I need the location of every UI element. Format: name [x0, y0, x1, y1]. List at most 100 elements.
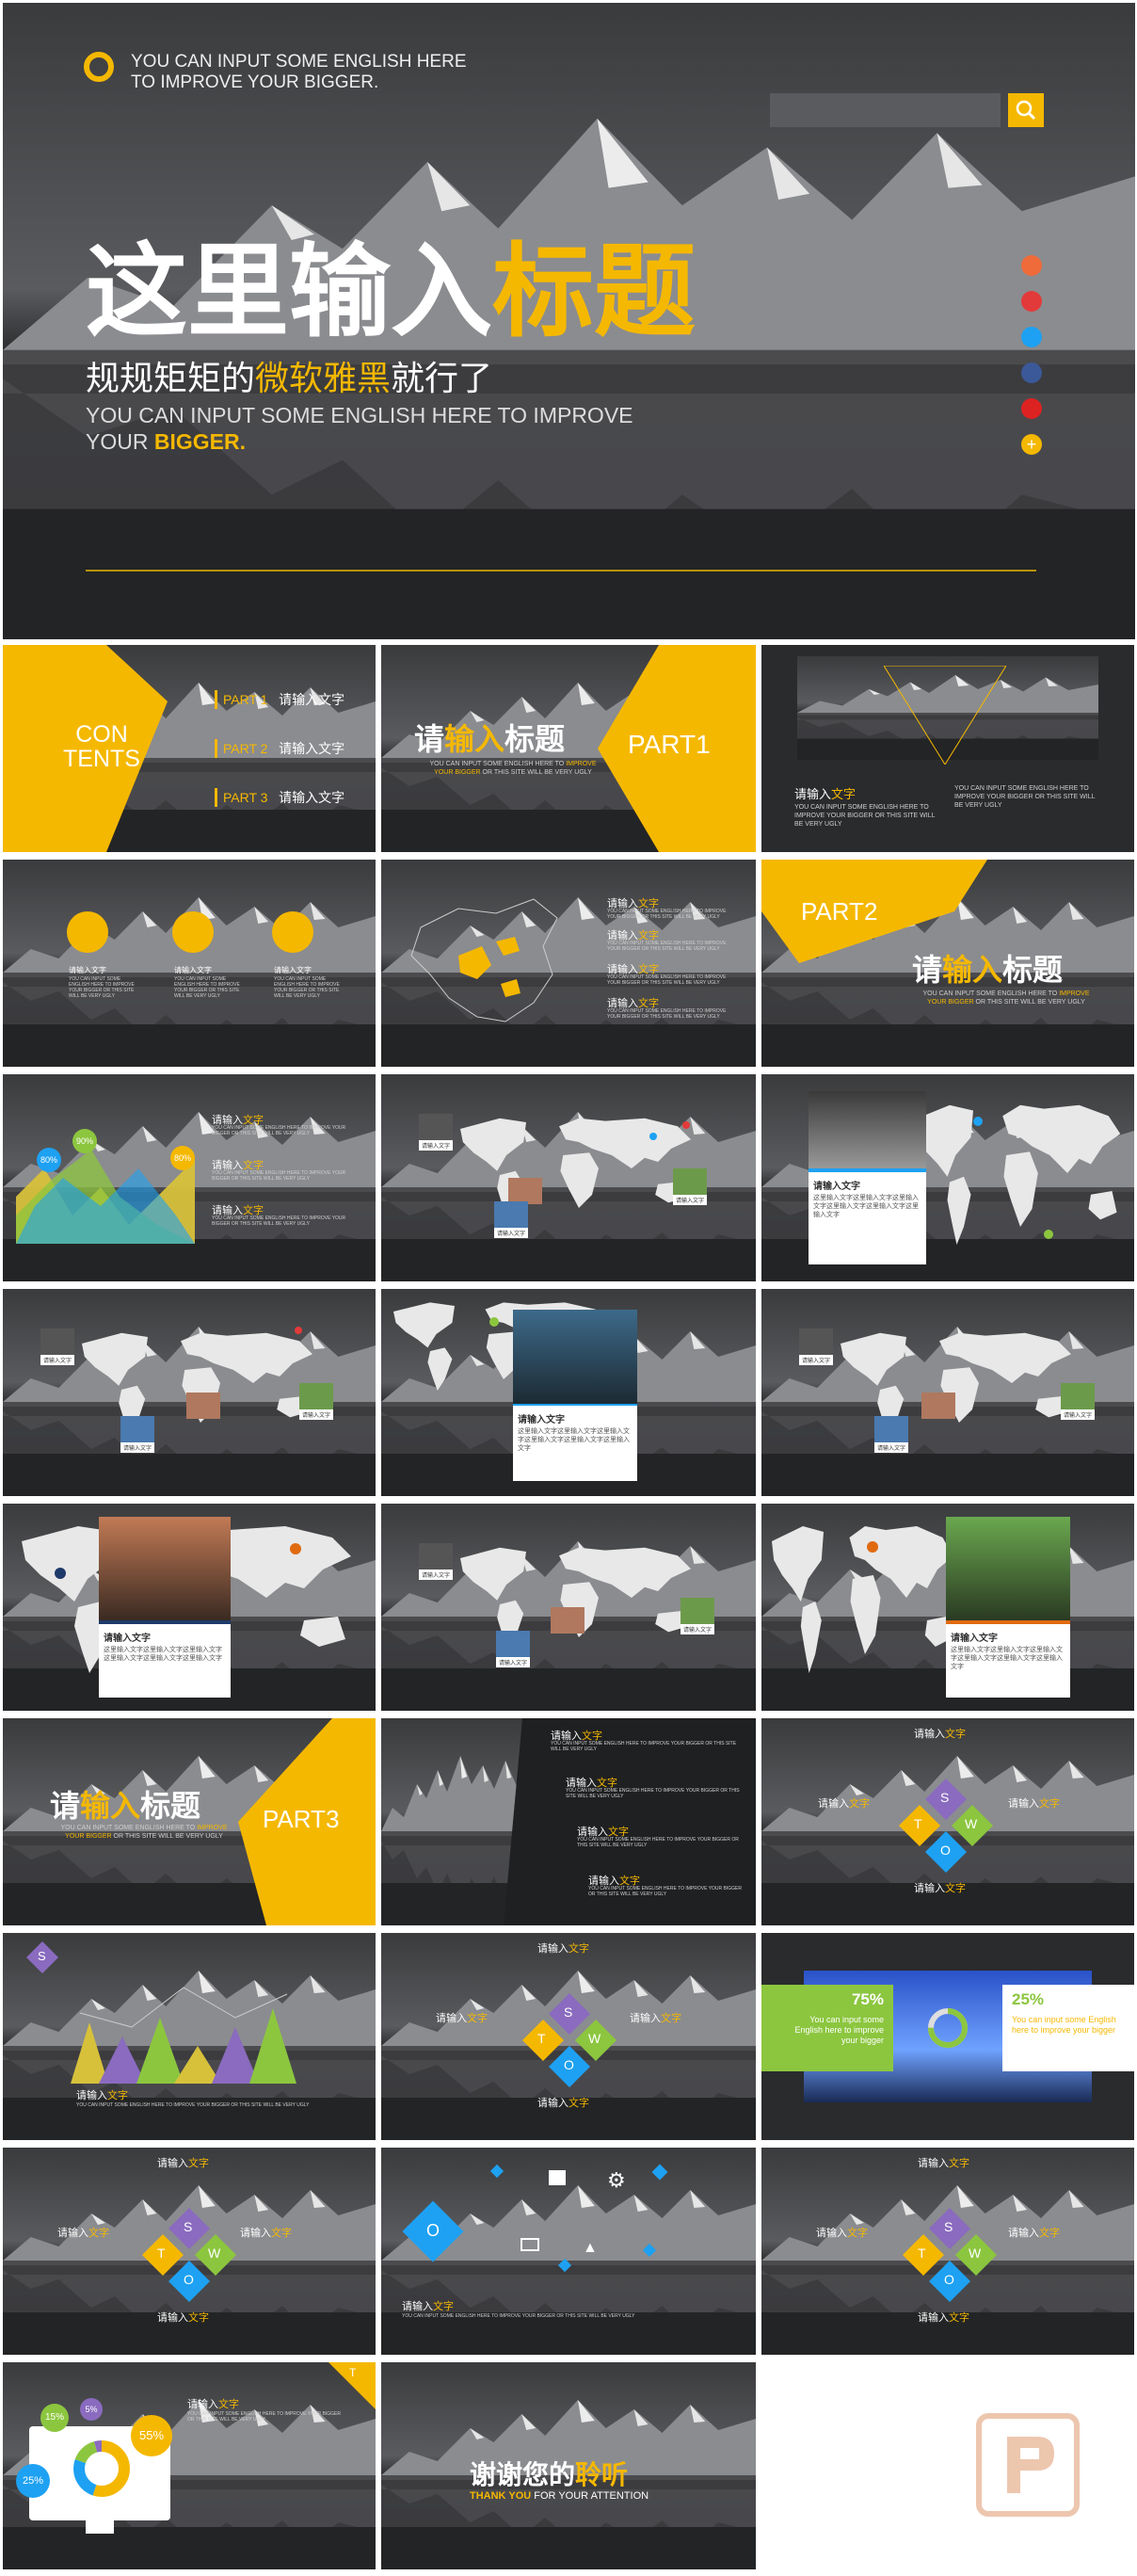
l-y: 文字: [243, 1114, 264, 1126]
photo-thumb: [551, 1607, 585, 1634]
youtube-icon[interactable]: [1021, 398, 1042, 419]
plus-icon[interactable]: +: [1021, 434, 1042, 455]
hero-en-line2: YOUR: [86, 429, 154, 454]
percent-25: 25%: [1012, 1990, 1045, 2008]
swot-heading-top: 请输入文字: [537, 1940, 589, 1956]
map-label: 请输入文字: [799, 1355, 834, 1365]
text-heading-4: 请输入文字: [588, 1873, 640, 1888]
h-y: 文字: [107, 2089, 128, 2101]
h-y: 文字: [582, 1730, 602, 1742]
swot-heading-left: 请输入文字: [57, 2225, 109, 2240]
map-label: 请输入文字: [681, 1624, 715, 1634]
contents-logo-2: TENTS: [63, 746, 140, 772]
thanks-english: THANK YOU FOR YOUR ATTENTION: [470, 2490, 649, 2502]
h-pre: 请输入: [1008, 2227, 1039, 2239]
lighthouse-card-slide-3: 请输入文字 这里输入文字这里输入文字这里输入文字这里输入文字这里输入文字这里输入…: [3, 1504, 376, 1711]
part-number: PART3: [263, 1805, 340, 1833]
lighthouse-photo: [99, 1517, 231, 1624]
chart-body-1: YOU CAN INPUT SOME ENGLISH HERE TO IMPRO…: [212, 1125, 346, 1136]
map-label: 请输入文字: [120, 1442, 155, 1453]
l-pre: 请输入: [607, 897, 638, 910]
map-pin-icon[interactable]: [489, 1317, 499, 1327]
l-pre: 请输入: [607, 929, 638, 942]
l-pre: 请输入: [212, 1114, 243, 1126]
h-pre: 请输入: [818, 1797, 849, 1810]
l-y: 文字: [243, 1204, 264, 1216]
swot-slide-1: S W T O 请输入文字 请输入文字 请输入文字 请输入文字: [761, 1718, 1134, 1925]
section-english: YOU CAN INPUT SOME ENGLISH HERE TO IMPRO…: [40, 1824, 248, 1841]
map-pin-icon[interactable]: [55, 1568, 66, 1579]
hero-en-line1: YOU CAN INPUT SOME ENGLISH HERE TO IMPRO…: [86, 403, 633, 427]
map-pin-icon[interactable]: [295, 1327, 302, 1334]
l-y: 文字: [638, 997, 659, 1009]
title-yellow: 输入: [444, 721, 505, 757]
swot-heading-right: 请输入文字: [1008, 2225, 1060, 2240]
swot-o: O: [184, 2272, 194, 2287]
swot-heading-top: 请输入文字: [918, 2155, 969, 2170]
part-text: 请输入文字: [279, 791, 345, 806]
contents-item-2[interactable]: PART 2 请输入文字: [215, 739, 344, 758]
swot-t: T: [537, 2031, 546, 2046]
h-y: 文字: [218, 2398, 239, 2410]
contents-item-3[interactable]: PART 3 请输入文字: [215, 788, 344, 807]
card-heading: 请输入文字: [951, 1634, 998, 1644]
h-pre: 请输入: [566, 1777, 597, 1789]
photo-thumb: [494, 1201, 528, 1228]
lighthouse-card-slide-1: 请输入文字 这里输入文字这里输入文字这里输入文字这里输入文字这里输入文字这里输入…: [761, 1074, 1134, 1281]
map-label: 请输入文字: [1061, 1409, 1096, 1420]
h-pre: 请输入: [794, 788, 832, 802]
info-card: 请输入文字 这里输入文字这里输入文字这里输入文字这里输入文字这里输入文字这里输入…: [809, 1172, 926, 1264]
swot-o: O: [944, 2272, 954, 2287]
slide-bg: [3, 860, 376, 1067]
bubble-80-left: 80%: [37, 1148, 61, 1172]
h-y: 文字: [619, 1875, 640, 1887]
part-label: PART 2: [223, 741, 268, 756]
map-pin-icon[interactable]: [867, 1541, 878, 1553]
h-pre: 请输入: [436, 2012, 467, 2024]
weibo-icon[interactable]: [1021, 291, 1042, 312]
text-body-1: YOU CAN INPUT SOME ENGLISH HERE TO IMPRO…: [551, 1741, 737, 1752]
search-input[interactable]: [770, 93, 1001, 127]
h-y: 文字: [949, 2157, 969, 2169]
hero-subtitle: 规规矩矩的微软雅黑就行了: [86, 351, 492, 400]
subtitle-yellow: 微软雅黑: [255, 360, 392, 398]
legend-body-3: YOU CAN INPUT SOME ENGLISH HERE TO IMPRO…: [607, 974, 727, 986]
text-body-3: YOU CAN INPUT SOME ENGLISH HERE TO IMPRO…: [577, 1837, 739, 1848]
part-text: 请输入文字: [279, 693, 345, 708]
part-number: PART2: [801, 897, 878, 926]
en-d: OR THIS SITE WILL BE VERY UGLY: [480, 769, 592, 776]
text-body-4: YOU CAN INPUT SOME ENGLISH HERE TO IMPRO…: [588, 1886, 742, 1897]
search-button[interactable]: [1008, 93, 1044, 127]
photo-thumb: [673, 1168, 707, 1195]
part-text: 请输入文字: [279, 742, 345, 757]
diamond-o: O: [426, 2221, 440, 2240]
swot-diamond: [903, 2208, 997, 2302]
h-pre: 请输入: [914, 1882, 945, 1894]
world-map-slide-1: 请输入文字 请输入文字 请输入文字: [381, 1074, 756, 1281]
hero-english-text: YOU CAN INPUT SOME ENGLISH HERE TO IMPRO…: [86, 402, 633, 455]
part-label: PART 1: [223, 692, 268, 707]
twitter-icon[interactable]: [1021, 327, 1042, 347]
bubble-15: 15%: [40, 2404, 69, 2432]
map-pin-icon[interactable]: [1044, 1230, 1053, 1239]
title-pre: 请: [912, 952, 943, 988]
facebook-icon[interactable]: [1021, 362, 1042, 383]
percent-75: 75%: [851, 1990, 884, 2008]
contents-item-1[interactable]: PART 1 请输入文字: [215, 690, 344, 709]
h-pre: 请输入: [157, 2311, 188, 2324]
en-b: IMPROVE: [1059, 990, 1090, 997]
hero-en-bigger: BIGGER.: [153, 429, 246, 454]
section-title: 请输入标题: [414, 716, 565, 759]
en-a: YOU CAN INPUT SOME ENGLISH HERE TO: [429, 761, 567, 767]
card-body: 这里输入文字这里输入文字这里输入文字这里输入文字这里输入文字这里输入文字: [813, 1194, 919, 1218]
social-qq-icon[interactable]: [1021, 255, 1042, 276]
l-y: 文字: [638, 963, 659, 975]
swot-t: T: [157, 2246, 166, 2261]
map-pin-icon[interactable]: [682, 1121, 690, 1129]
map-pin-icon[interactable]: [290, 1543, 301, 1554]
chart-body: YOU CAN INPUT SOME ENGLISH HERE TO IMPRO…: [76, 2102, 310, 2108]
map-label: 请输入文字: [874, 1442, 909, 1453]
map-pin-icon[interactable]: [973, 1117, 983, 1126]
map-pin-icon[interactable]: [649, 1133, 657, 1140]
h-y: 文字: [949, 2311, 969, 2324]
